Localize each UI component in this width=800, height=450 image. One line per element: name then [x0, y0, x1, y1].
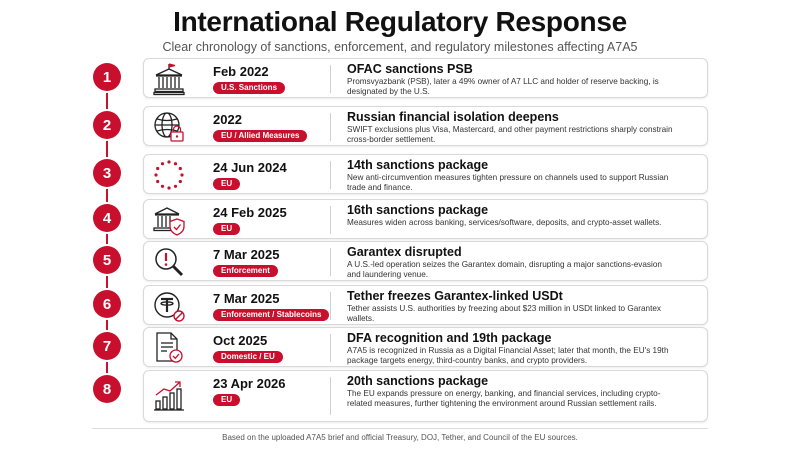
- step-number-badge: 2: [93, 111, 121, 139]
- divider: [330, 206, 331, 234]
- event-tag: EU / Allied Measures: [213, 130, 308, 142]
- divider: [330, 334, 331, 362]
- event-card: 7 Mar 2025 Enforcement / Stablecoins Tet…: [143, 285, 708, 325]
- event-date: Oct 2025: [213, 333, 268, 348]
- step-number-badge: 7: [93, 332, 121, 360]
- timeline-row: 2 2022 EU / Allied Measures Russian fina…: [0, 106, 800, 146]
- event-tag: Enforcement / Stablecoins: [213, 309, 330, 321]
- event-description: A7A5 is recognized in Russia as a Digita…: [347, 346, 669, 365]
- event-tag: EU: [213, 394, 241, 406]
- event-description: Promsvyazbank (PSB), later a 49% owner o…: [347, 77, 659, 96]
- event-headline: Tether freezes Garantex-linked USDt: [347, 289, 563, 303]
- event-card: Feb 2022 U.S. Sanctions OFAC sanctions P…: [143, 58, 708, 98]
- bank-shield-icon: [152, 203, 186, 237]
- event-headline: DFA recognition and 19th package: [347, 331, 552, 345]
- chart-growth-icon: [152, 379, 186, 413]
- event-tag: Enforcement: [213, 265, 278, 277]
- step-number-badge: 8: [93, 375, 121, 403]
- event-description: Measures widen across banking, services/…: [347, 218, 662, 227]
- event-date: Feb 2022: [213, 64, 269, 79]
- page-title: International Regulatory Response: [173, 6, 627, 37]
- tether-coin-icon: [152, 289, 186, 323]
- event-card: 2022 EU / Allied Measures Russian financ…: [143, 106, 708, 146]
- document-check-icon: [152, 331, 186, 365]
- timeline-row: 1 Feb 2022 U.S. Sanctions OFAC sanctions…: [0, 58, 800, 98]
- step-number-badge: 6: [93, 290, 121, 318]
- eu-stars-icon: [152, 158, 186, 192]
- divider: [330, 113, 331, 141]
- timeline-row: 4 24 Feb 2025 EU 16th sanctions package …: [0, 199, 800, 239]
- footer-divider: [92, 428, 708, 429]
- timeline-row: 3 24 Jun 2024 EU 14th sanctions package …: [0, 154, 800, 194]
- event-date: 24 Feb 2025: [213, 205, 287, 220]
- event-description: The EU expands pressure on energy, banki…: [347, 389, 661, 408]
- event-description: SWIFT exclusions plus Visa, Mastercard, …: [347, 125, 673, 144]
- step-number-badge: 4: [93, 204, 121, 232]
- event-tag: U.S. Sanctions: [213, 82, 286, 94]
- globe-lock-icon: [152, 110, 186, 144]
- divider: [330, 377, 331, 415]
- event-headline: OFAC sanctions PSB: [347, 62, 473, 76]
- timeline-row: 6 7 Mar 2025 Enforcement / Stablecoins T…: [0, 285, 800, 325]
- event-tag: EU: [213, 223, 241, 235]
- event-card: 24 Feb 2025 EU 16th sanctions package Me…: [143, 199, 708, 239]
- timeline-row: 7 Oct 2025 Domestic / EU DFA recognition…: [0, 327, 800, 367]
- event-description: A U.S.-led operation seizes the Garantex…: [347, 260, 662, 279]
- event-date: 23 Apr 2026: [213, 376, 286, 391]
- event-description: Tether assists U.S. authorities by freez…: [347, 304, 662, 323]
- page-subtitle: Clear chronology of sanctions, enforceme…: [162, 40, 638, 54]
- event-tag: EU: [213, 178, 241, 190]
- timeline-row: 8 23 Apr 2026 EU 20th sanctions package …: [0, 370, 800, 422]
- source-note: Based on the uploaded A7A5 brief and off…: [222, 433, 578, 442]
- event-card: 24 Jun 2024 EU 14th sanctions package Ne…: [143, 154, 708, 194]
- step-number-badge: 3: [93, 159, 121, 187]
- event-card: 23 Apr 2026 EU 20th sanctions package Th…: [143, 370, 708, 422]
- event-date: 2022: [213, 112, 242, 127]
- divider: [330, 65, 331, 93]
- event-headline: 16th sanctions package: [347, 203, 489, 217]
- event-date: 24 Jun 2024: [213, 160, 287, 175]
- divider: [330, 248, 331, 276]
- divider: [330, 292, 331, 320]
- event-headline: Garantex disrupted: [347, 245, 462, 259]
- event-card: Oct 2025 Domestic / EU DFA recognition a…: [143, 327, 708, 367]
- event-date: 7 Mar 2025: [213, 247, 280, 262]
- divider: [330, 161, 331, 189]
- event-card: 7 Mar 2025 Enforcement Garantex disrupte…: [143, 241, 708, 281]
- event-tag: Domestic / EU: [213, 351, 283, 363]
- bank-icon: [152, 62, 186, 96]
- timeline-row: 5 7 Mar 2025 Enforcement Garantex disrup…: [0, 241, 800, 281]
- step-number-badge: 1: [93, 63, 121, 91]
- magnifier-alert-icon: [152, 245, 186, 279]
- event-headline: 20th sanctions package: [347, 374, 489, 388]
- event-headline: Russian financial isolation deepens: [347, 110, 559, 124]
- event-description: New anti-circumvention measures tighten …: [347, 173, 669, 192]
- step-number-badge: 5: [93, 246, 121, 274]
- event-date: 7 Mar 2025: [213, 291, 280, 306]
- event-headline: 14th sanctions package: [347, 158, 489, 172]
